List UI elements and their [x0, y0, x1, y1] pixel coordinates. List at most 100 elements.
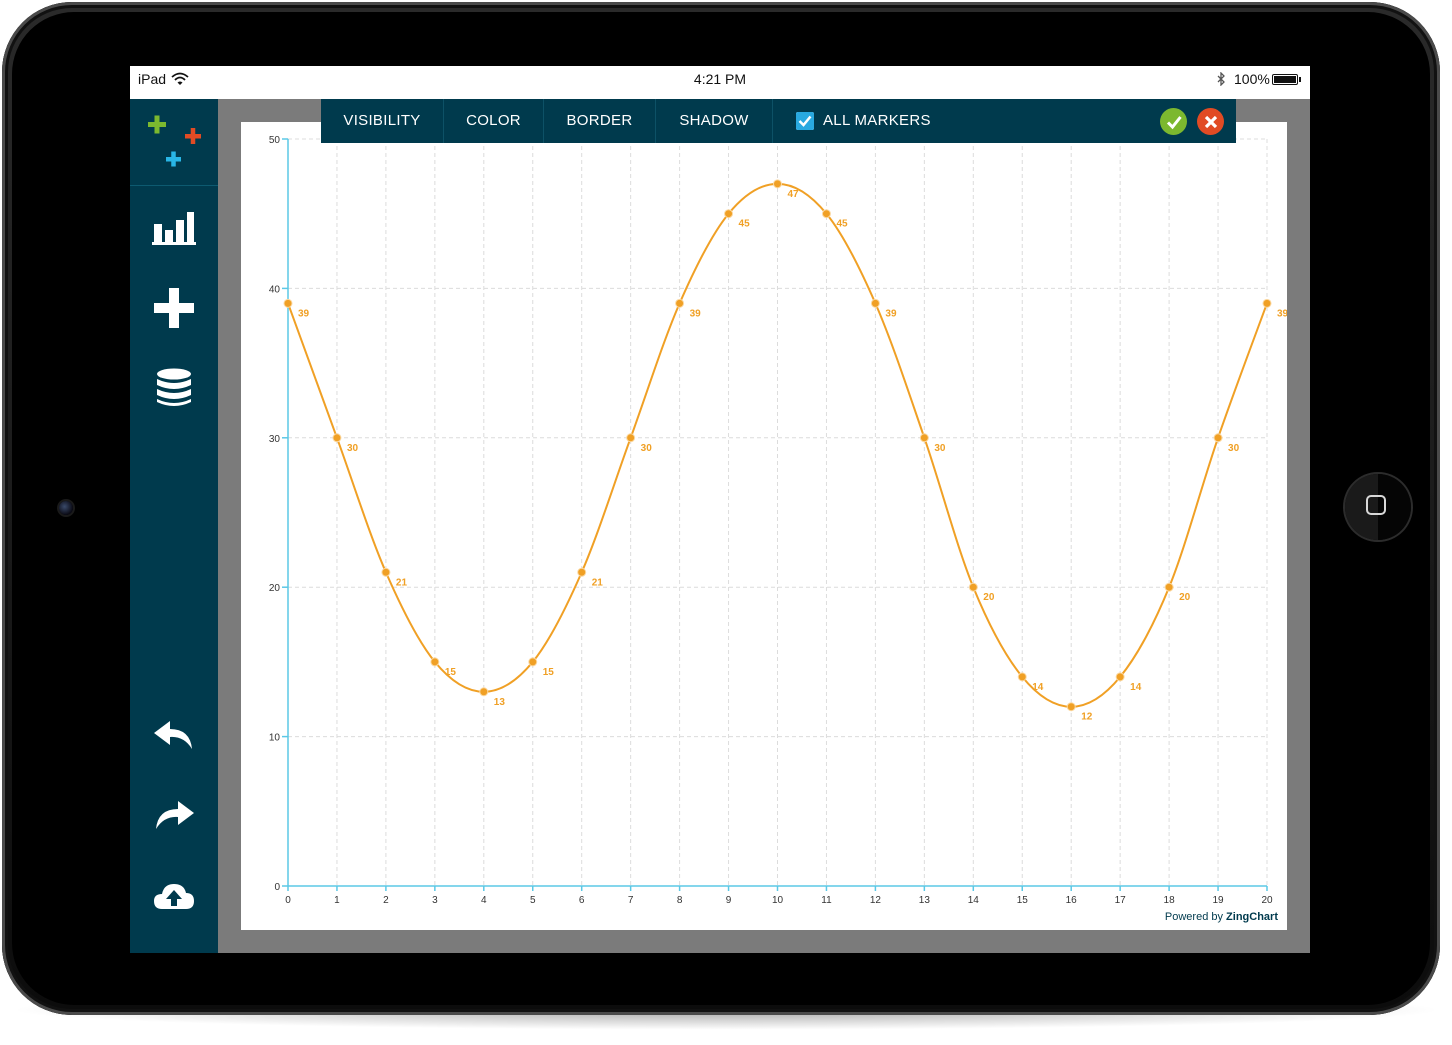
add-button[interactable]: [146, 280, 202, 336]
data-point: [1164, 582, 1174, 592]
cloud-upload-button[interactable]: [146, 868, 202, 924]
x-tick-label: 3: [432, 895, 438, 906]
plus-logo-icon: [148, 115, 201, 167]
data-point: [1213, 433, 1223, 443]
tab-border[interactable]: BORDER: [544, 99, 656, 143]
data-label: 12: [1081, 712, 1093, 723]
y-tick-label: 20: [269, 583, 281, 594]
tab-color[interactable]: COLOR: [444, 99, 544, 143]
data-label: 39: [298, 308, 310, 319]
credit-brand: ZingChart: [1226, 911, 1278, 923]
data-point: [332, 433, 342, 443]
x-tick-label: 10: [772, 895, 784, 906]
data-label: 30: [641, 443, 653, 454]
data-label: 39: [1277, 308, 1287, 319]
status-bar: iPad 4:21 PM 100%: [130, 66, 1310, 99]
data-label: 15: [543, 667, 555, 678]
x-tick-label: 12: [870, 895, 882, 906]
data-button[interactable]: [146, 360, 202, 416]
data-point: [283, 298, 293, 308]
data-point: [1066, 702, 1076, 712]
data-label: 30: [1228, 443, 1240, 454]
data-point: [821, 209, 831, 219]
data-point: [724, 209, 734, 219]
wifi-icon: [171, 72, 189, 85]
all-markers-label[interactable]: ALL MARKERS: [823, 112, 931, 129]
device-name: iPad: [138, 71, 167, 87]
x-tick-label: 18: [1164, 895, 1176, 906]
tab-shadow[interactable]: SHADOW: [656, 99, 773, 143]
data-label: 30: [934, 443, 946, 454]
data-label: 20: [983, 592, 995, 603]
data-label: 20: [1179, 592, 1191, 603]
status-time: 4:21 PM: [693, 71, 747, 87]
x-tick-label: 5: [530, 895, 536, 906]
confirm-button[interactable]: [1160, 108, 1187, 135]
y-tick-label: 50: [269, 135, 281, 146]
battery-tip: [1299, 77, 1301, 82]
camera-icon: [59, 501, 73, 515]
credit-prefix: Powered by: [1164, 911, 1227, 923]
data-label: 21: [396, 577, 408, 588]
data-label: 14: [1130, 682, 1142, 693]
y-tick-label: 30: [269, 434, 281, 445]
y-tick-label: 10: [269, 733, 281, 744]
x-tick-label: 7: [628, 895, 634, 906]
chart-panel: 0 10 20 30 40 50 0 1 2 3 4 5 6 7 8 9 10 11 12 13 14 15 16 17 18 1…: [241, 122, 1287, 930]
data-point: [1115, 672, 1125, 682]
chart-button[interactable]: [146, 200, 202, 256]
x-tick-label: 14: [968, 895, 980, 906]
x-tick-label: 20: [1261, 895, 1273, 906]
check-icon: [1166, 115, 1182, 129]
data-point: [577, 567, 587, 577]
redo-icon: [156, 801, 194, 829]
bar-chart-icon: [152, 212, 196, 245]
checkmark-icon: [796, 112, 814, 130]
data-point: [1017, 672, 1027, 682]
sidebar: [130, 99, 218, 953]
database-icon: [157, 368, 191, 406]
credit-text[interactable]: Powered by ZingChart: [1165, 911, 1278, 923]
close-icon: [1204, 115, 1217, 128]
data-label: 13: [494, 697, 506, 708]
redo-button[interactable]: [146, 788, 202, 844]
home-button[interactable]: [1345, 474, 1411, 540]
undo-icon: [154, 721, 192, 749]
data-point: [479, 687, 489, 697]
x-tick-label: 19: [1212, 895, 1224, 906]
home-square-icon: [1366, 495, 1386, 515]
battery-icon: [1272, 74, 1298, 85]
data-point: [919, 433, 929, 443]
x-tick-label: 2: [383, 895, 389, 906]
data-label: 45: [836, 219, 848, 230]
data-point: [381, 567, 391, 577]
undo-button[interactable]: [146, 708, 202, 764]
marker-toolbar: VISIBILITY COLOR BORDER SHADOW ALL MARKE…: [321, 99, 1236, 143]
data-label: 21: [592, 577, 604, 588]
data-label: 15: [445, 667, 457, 678]
data-label: 30: [347, 443, 359, 454]
x-tick-label: 4: [481, 895, 487, 906]
data-point: [528, 657, 538, 667]
x-tick-label: 9: [726, 895, 732, 906]
tab-visibility[interactable]: VISIBILITY: [321, 99, 444, 143]
x-tick-label: 17: [1115, 895, 1127, 906]
main-area: 0 10 20 30 40 50 0 1 2 3 4 5 6 7 8 9 10 11 12 13 14 15 16 17 18 1…: [218, 99, 1310, 953]
data-label: 14: [1032, 682, 1044, 693]
data-label: 39: [885, 308, 897, 319]
data-point: [626, 433, 636, 443]
plus-icon: [154, 288, 194, 328]
x-tick-label: 6: [579, 895, 585, 906]
y-tick-label: 40: [269, 284, 281, 295]
settings-button[interactable]: [146, 948, 202, 953]
all-markers-checkbox[interactable]: [796, 112, 814, 130]
x-tick-label: 1: [334, 895, 340, 906]
data-point: [968, 582, 978, 592]
cancel-button[interactable]: [1197, 108, 1224, 135]
data-label: 39: [690, 308, 702, 319]
data-label: 45: [739, 219, 751, 230]
data-label: 47: [788, 189, 800, 200]
data-point: [773, 179, 782, 189]
data-point: [675, 298, 685, 308]
screen: iPad 4:21 PM 100%: [130, 66, 1310, 953]
